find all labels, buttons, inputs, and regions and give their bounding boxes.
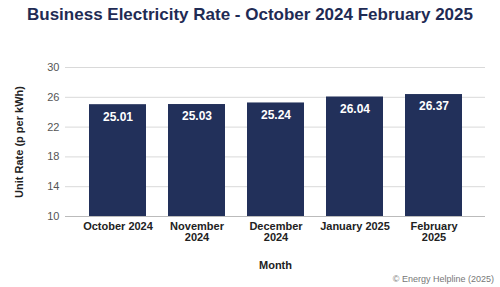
svg-text:25.24: 25.24 bbox=[261, 108, 291, 122]
svg-text:October 2024: October 2024 bbox=[83, 220, 154, 232]
svg-text:30: 30 bbox=[47, 61, 59, 73]
svg-text:26: 26 bbox=[47, 91, 59, 103]
html-text:© Energy Helpline (2025): © Energy Helpline (2025) bbox=[392, 274, 494, 284]
html-text:Business Electricity Rate - Oc: Business Electricity Rate - October 2024… bbox=[27, 5, 473, 24]
svg-text:10: 10 bbox=[47, 210, 59, 222]
svg-text:November2024: November2024 bbox=[170, 220, 225, 243]
svg-text:Month: Month bbox=[259, 259, 292, 271]
svg-text:22: 22 bbox=[47, 121, 59, 133]
svg-text:25.01: 25.01 bbox=[103, 110, 133, 124]
svg-text:26.04: 26.04 bbox=[340, 102, 370, 116]
svg-text:25.03: 25.03 bbox=[182, 109, 212, 123]
svg-text:January 2025: January 2025 bbox=[320, 220, 390, 232]
svg-text:December2024: December2024 bbox=[249, 220, 303, 243]
svg-text:Unit Rate (p per kWh): Unit Rate (p per kWh) bbox=[13, 86, 25, 198]
svg-text:February2025: February2025 bbox=[410, 220, 458, 243]
svg-text:18: 18 bbox=[47, 150, 59, 162]
svg-text:14: 14 bbox=[47, 180, 59, 192]
svg-text:26.37: 26.37 bbox=[419, 99, 449, 113]
